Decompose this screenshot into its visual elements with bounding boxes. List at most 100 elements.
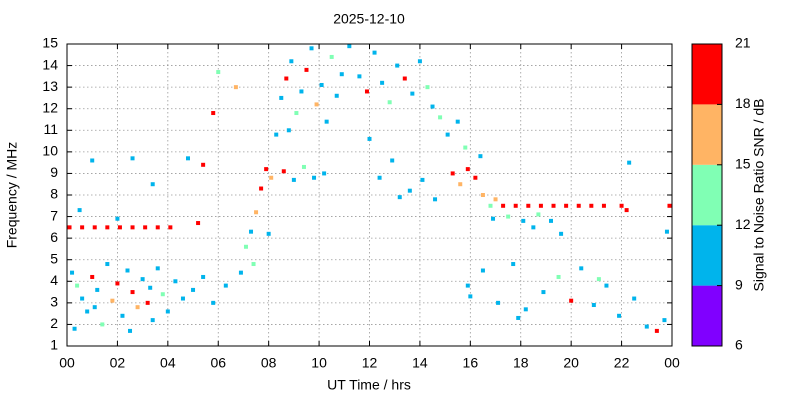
point	[549, 218, 553, 223]
colorbar-segment	[692, 285, 722, 346]
point	[458, 182, 463, 187]
colorbar-label: Signal to Noise Ratio SNR / dB	[751, 99, 767, 292]
point	[516, 315, 521, 320]
point	[478, 154, 483, 159]
colorbar-tick-label: 9	[735, 276, 743, 292]
point	[407, 188, 412, 193]
point	[521, 218, 526, 223]
point	[420, 177, 425, 182]
point	[211, 111, 216, 116]
point	[364, 89, 369, 94]
point	[496, 300, 501, 305]
x-tick-label: 10	[311, 355, 327, 371]
point	[196, 221, 201, 226]
point	[90, 158, 95, 163]
y-tick-label: 2	[50, 315, 58, 331]
point	[211, 300, 216, 305]
colorbar-tick-label: 6	[735, 337, 743, 353]
point	[372, 50, 377, 55]
point	[75, 283, 80, 288]
point	[347, 44, 352, 49]
y-tick-label: 3	[50, 294, 58, 310]
point	[90, 274, 95, 279]
point	[380, 80, 385, 85]
colorbar-segment	[692, 164, 722, 226]
point	[155, 225, 160, 230]
colorbar-tick-label: 18	[735, 95, 751, 111]
y-axis-label: Frequency / MHz	[4, 142, 20, 249]
point	[604, 283, 609, 288]
point	[433, 197, 438, 202]
point	[523, 307, 528, 312]
x-tick-label: 12	[362, 355, 378, 371]
point	[92, 305, 97, 310]
point	[465, 167, 470, 172]
point	[324, 119, 329, 124]
point	[291, 177, 296, 182]
point	[450, 171, 455, 176]
point	[130, 156, 135, 161]
colorbar-segment	[692, 44, 722, 105]
point	[480, 193, 485, 197]
y-tick-label: 5	[50, 250, 58, 266]
x-tick-label: 02	[110, 355, 126, 371]
point	[624, 208, 629, 213]
point	[410, 91, 415, 96]
point	[304, 67, 309, 72]
point	[140, 277, 145, 282]
point	[186, 156, 190, 161]
point	[654, 328, 659, 333]
point	[430, 104, 435, 109]
point	[201, 274, 206, 279]
point	[596, 277, 601, 282]
point	[536, 212, 541, 217]
x-tick-label: 14	[412, 355, 428, 371]
x-tick-label: 22	[614, 355, 630, 371]
point	[168, 225, 173, 230]
x-tick-label: 00	[664, 355, 680, 371]
x-tick-label: 06	[210, 355, 226, 371]
x-tick-label: 00	[59, 355, 75, 371]
point	[130, 225, 135, 230]
point	[165, 309, 170, 314]
point	[506, 214, 511, 219]
point	[294, 111, 299, 116]
point	[627, 160, 632, 165]
point	[491, 216, 496, 221]
point	[105, 225, 110, 230]
point	[559, 231, 564, 236]
point	[173, 279, 178, 284]
point	[269, 175, 274, 180]
point	[201, 162, 206, 167]
point	[468, 294, 473, 299]
y-tick-label: 14	[42, 56, 58, 72]
point	[110, 298, 115, 303]
point	[644, 324, 649, 329]
y-tick-label: 4	[50, 272, 58, 288]
point	[70, 270, 75, 275]
point	[591, 303, 596, 308]
point	[309, 46, 314, 51]
point	[551, 203, 556, 208]
point	[72, 326, 77, 331]
point	[150, 318, 155, 323]
point	[289, 59, 294, 64]
point	[473, 175, 478, 180]
point	[402, 76, 407, 81]
point	[160, 292, 165, 297]
point	[223, 283, 228, 288]
point	[238, 270, 243, 275]
point	[254, 210, 259, 215]
point	[511, 262, 516, 267]
point	[395, 63, 400, 68]
point	[538, 203, 543, 208]
point	[130, 290, 135, 295]
point	[100, 322, 105, 327]
point	[493, 197, 498, 202]
point	[299, 89, 304, 94]
point	[180, 296, 185, 301]
point	[334, 93, 339, 98]
point	[319, 82, 324, 87]
point	[120, 313, 125, 318]
